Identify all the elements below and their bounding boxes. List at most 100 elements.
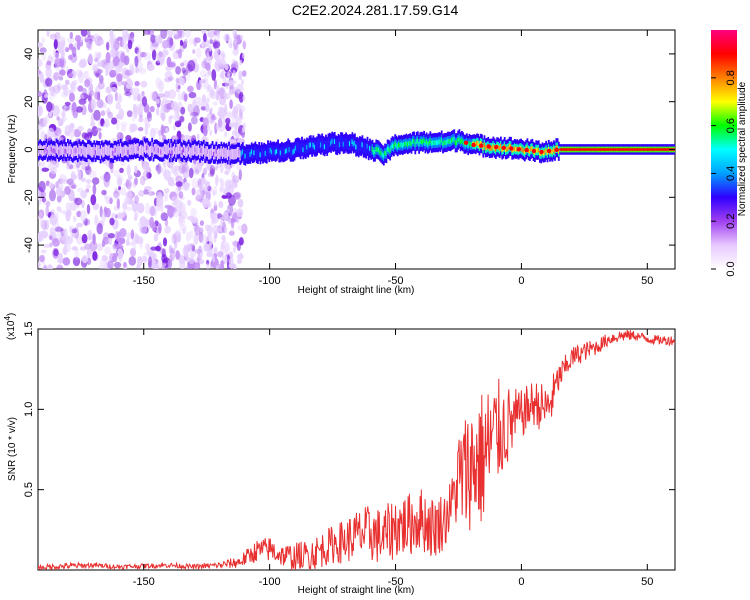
signal-band-cell [459,139,462,144]
noise-blob [131,111,136,123]
noise-blob [128,256,137,266]
noise-blob [118,253,123,263]
signal-band-cell [452,137,454,143]
signal-band-cell [142,146,145,157]
noise-blob [182,172,190,179]
signal-band-cell [270,149,273,155]
noise-blob [70,82,75,90]
noise-blob [169,115,174,120]
noise-blob [143,30,151,36]
signal-band-cell [191,145,194,156]
signal-band-cell [196,145,199,157]
noise-blob [57,252,64,264]
noise-blob [70,184,76,189]
noise-blob [212,190,216,196]
noise-blob [52,238,60,247]
noise-blob [229,251,233,258]
noise-blob [205,103,210,113]
signal-band-cell [328,137,331,148]
noise-blob [84,218,88,226]
signal-band-cell [192,147,195,153]
signal-band-cell [190,147,193,159]
noise-blob [48,160,56,172]
signal-band-cell [78,146,81,152]
noise-blob [88,170,97,179]
signal-band-cell [274,149,277,155]
noise-blob [206,263,210,269]
noise-blob [238,169,242,181]
noise-blob [178,163,186,175]
noise-blob [211,253,215,260]
noise-blob [101,255,108,262]
noise-blob [45,205,49,217]
signal-band-cell [445,140,448,145]
signal-band-cell [395,142,398,148]
noise-blob [221,52,224,59]
noise-blob [237,198,244,208]
signal-band-cell [186,146,189,157]
noise-blob [146,110,152,119]
noise-blob [218,87,226,100]
x-tick-label: 50 [641,576,653,588]
signal-band-cell [523,149,526,155]
signal-band-cell [45,146,48,151]
noise-blob [141,96,148,107]
signal-band-cell [312,142,315,148]
signal-band-cell [46,149,49,155]
noise-blob [215,123,219,130]
signal-band-cell [335,139,337,151]
noise-blob [55,181,59,189]
signal-band-cell [425,139,428,145]
signal-band-cell [337,138,340,149]
noise-blob [139,52,147,58]
signal-band-cell [370,145,373,156]
noise-blob [188,256,195,264]
signal-band-cell [546,150,549,156]
noise-blob [72,80,79,85]
signal-band-cell [54,149,57,154]
noise-blob [204,39,210,48]
noise-blob [163,191,169,202]
noise-blob [41,50,46,61]
noise-blob [102,240,106,248]
signal-band-cell [461,138,463,143]
noise-blob [199,227,204,235]
noise-blob [242,95,246,102]
noise-blob [209,107,213,114]
noise-blob [92,177,100,185]
signal-band-cell [165,143,167,155]
signal-band-cell [288,147,291,153]
noise-blob [161,258,169,264]
noise-blob [239,108,243,120]
noise-blob [180,166,188,174]
noise-blob [219,221,223,228]
noise-blob [106,41,110,51]
noise-blob [209,35,213,44]
noise-blob [111,117,118,125]
noise-blob [216,31,220,38]
noise-blob [64,186,71,195]
signal-band-cell [162,149,165,154]
noise-blob [171,233,177,245]
noise-blob [57,206,62,213]
signal-band-cell [409,140,412,146]
noise-blob [49,33,57,40]
noise-blob [39,71,44,84]
noise-blob [191,177,199,189]
noise-blob [206,52,210,58]
signal-band-cell [320,142,322,148]
noise-blob [234,122,239,128]
noise-blob [136,106,143,116]
noise-blob [162,170,167,177]
noise-blob [194,168,199,175]
signal-band-cell [282,147,284,158]
signal-band-cell [462,139,464,145]
noise-blob [224,180,232,191]
noise-blob [45,66,52,79]
noise-blob [222,112,226,119]
colorbar-tick-label: 0.8 [725,70,737,85]
noise-blob [175,77,180,83]
signal-band-cell [449,139,452,145]
signal-band-cell [377,147,380,153]
signal-band-cell [526,145,529,151]
